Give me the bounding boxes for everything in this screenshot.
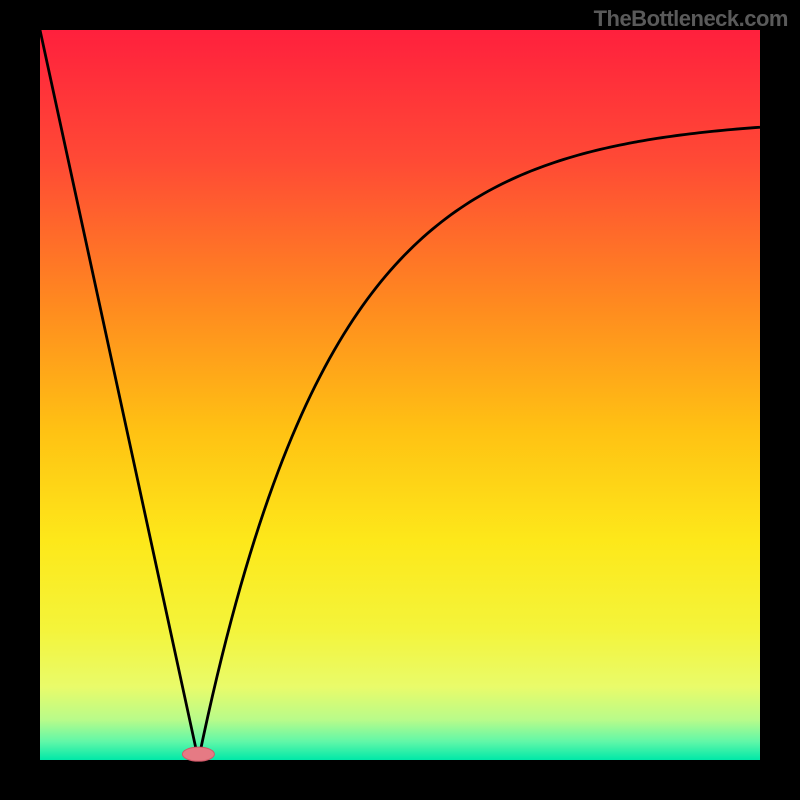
vertex-marker [182,747,214,761]
watermark-text: TheBottleneck.com [594,6,788,32]
chart-container: TheBottleneck.com [0,0,800,800]
chart-svg [0,0,800,800]
